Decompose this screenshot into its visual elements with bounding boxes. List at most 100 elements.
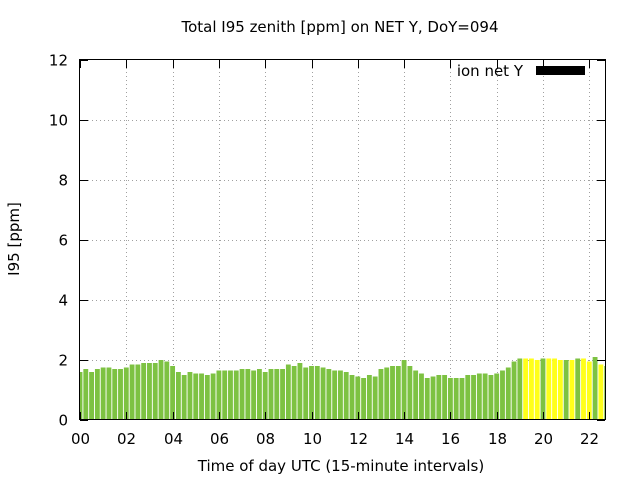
legend-swatch [536, 66, 585, 75]
bar [175, 372, 181, 420]
bar [523, 358, 529, 420]
bar [482, 373, 488, 420]
bar [517, 358, 523, 420]
bar [494, 373, 500, 420]
bar [557, 360, 563, 420]
bar [442, 375, 448, 420]
bar [320, 367, 326, 420]
bar [430, 376, 436, 420]
axis-ticks [80, 60, 605, 421]
y-tick-label: 12 [49, 52, 68, 70]
bar [210, 373, 216, 420]
x-tick-label: 08 [256, 430, 275, 448]
bar [395, 366, 401, 420]
bar [361, 378, 367, 420]
y-tick-label: 0 [58, 412, 68, 430]
x-tick-label: 14 [395, 430, 414, 448]
bar [112, 369, 118, 420]
legend: ion net Y [457, 62, 585, 80]
bar [569, 360, 575, 420]
bar [158, 360, 164, 420]
bar [100, 367, 106, 420]
bar [563, 360, 569, 420]
y-axis-label: I95 [ppm] [5, 202, 23, 276]
x-tick-label: 06 [210, 430, 229, 448]
bar [80, 372, 83, 420]
bar [164, 361, 170, 420]
bar [419, 373, 424, 420]
bar [204, 375, 210, 420]
bar [338, 370, 343, 420]
x-tick-label: 20 [534, 430, 553, 448]
bar [135, 364, 141, 420]
bar [343, 372, 349, 420]
bar [233, 370, 239, 420]
bar [303, 367, 309, 420]
bar [181, 375, 187, 420]
bar [372, 376, 378, 420]
bar [459, 378, 465, 420]
x-tick-label: 18 [488, 430, 507, 448]
bar [94, 369, 100, 420]
bar [453, 378, 459, 420]
bar [314, 366, 320, 420]
bar [378, 369, 384, 420]
x-tick-label: 10 [303, 430, 322, 448]
bar [245, 369, 251, 420]
y-tick-label: 6 [58, 232, 68, 250]
bar [500, 370, 505, 420]
bar [390, 366, 395, 420]
y-tick-label: 10 [49, 112, 68, 130]
bar [228, 370, 233, 420]
bar [511, 361, 517, 420]
bar [413, 370, 419, 420]
bar [476, 373, 482, 420]
bar [471, 375, 476, 420]
x-axis-label: Time of day UTC (15-minute intervals) [197, 457, 484, 475]
bar [407, 366, 413, 420]
bar [488, 375, 494, 420]
bar [129, 364, 135, 420]
x-tick-label: 02 [117, 430, 136, 448]
bar [141, 363, 147, 420]
chart-title: Total I95 zenith [ppm] on NET Y, DoY=094 [180, 18, 498, 36]
bar [447, 378, 453, 420]
bar [187, 372, 193, 420]
bar [592, 357, 598, 420]
bar [604, 366, 605, 420]
bar [262, 372, 268, 420]
bar [528, 358, 534, 420]
bar [89, 372, 94, 420]
x-tick-labels: 00 02 04 06 08 10 12 14 16 18 20 22 [71, 430, 599, 448]
bar [586, 361, 592, 420]
bar [297, 363, 303, 420]
bar [546, 358, 552, 420]
bar [401, 360, 407, 420]
y-tick-label: 8 [58, 172, 68, 190]
bar [83, 369, 89, 420]
bar [216, 370, 222, 420]
bar [598, 364, 604, 420]
bar [332, 370, 338, 420]
bar [366, 375, 372, 420]
bar [123, 367, 129, 420]
x-tick-label: 00 [71, 430, 90, 448]
bar [309, 366, 314, 420]
x-tick-label: 16 [441, 430, 460, 448]
bar [152, 363, 158, 420]
bar [355, 376, 361, 420]
bar [118, 369, 123, 420]
bar [274, 369, 280, 420]
x-tick-label: 22 [580, 430, 599, 448]
x-tick-label: 12 [349, 430, 368, 448]
bar [193, 373, 199, 420]
y-tick-label: 4 [58, 292, 68, 310]
bar [280, 369, 285, 420]
bar [349, 375, 355, 420]
x-tick-label: 04 [164, 430, 183, 448]
bar [291, 366, 297, 420]
bar [505, 367, 511, 420]
bar [465, 375, 471, 420]
bar [222, 370, 228, 420]
y-tick-labels: 0 2 4 6 8 10 12 [49, 52, 68, 430]
